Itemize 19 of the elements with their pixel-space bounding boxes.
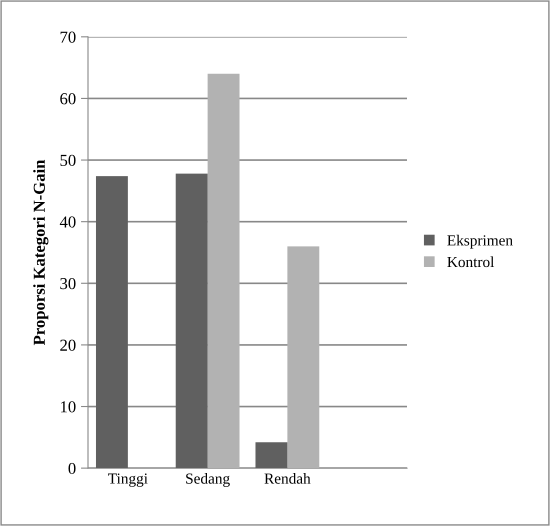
bar [96, 176, 128, 468]
y-tick-label: 50 [60, 154, 76, 166]
bar [287, 246, 320, 468]
y-tick-label: 0 [68, 462, 76, 474]
x-tick-label: Rendah [264, 473, 311, 484]
y-tick-label: 40 [60, 216, 76, 228]
legend-label: Eksprimen [447, 234, 513, 249]
y-axis-title: Proporsi Kategori N-Gain [33, 160, 48, 346]
y-tick-label: 60 [60, 93, 76, 104]
y-tick-label: 70 [60, 32, 76, 43]
x-tick-label: Sedang [186, 473, 230, 487]
y-tick-label: 20 [60, 340, 76, 351]
legend-label: Kontrol [447, 256, 494, 268]
x-tick-label: Tinggi [108, 473, 148, 487]
y-tick-label: 10 [60, 401, 76, 412]
y-tick-label: 30 [60, 278, 76, 290]
bar [255, 442, 288, 468]
bar [208, 74, 240, 468]
bar [176, 174, 208, 468]
